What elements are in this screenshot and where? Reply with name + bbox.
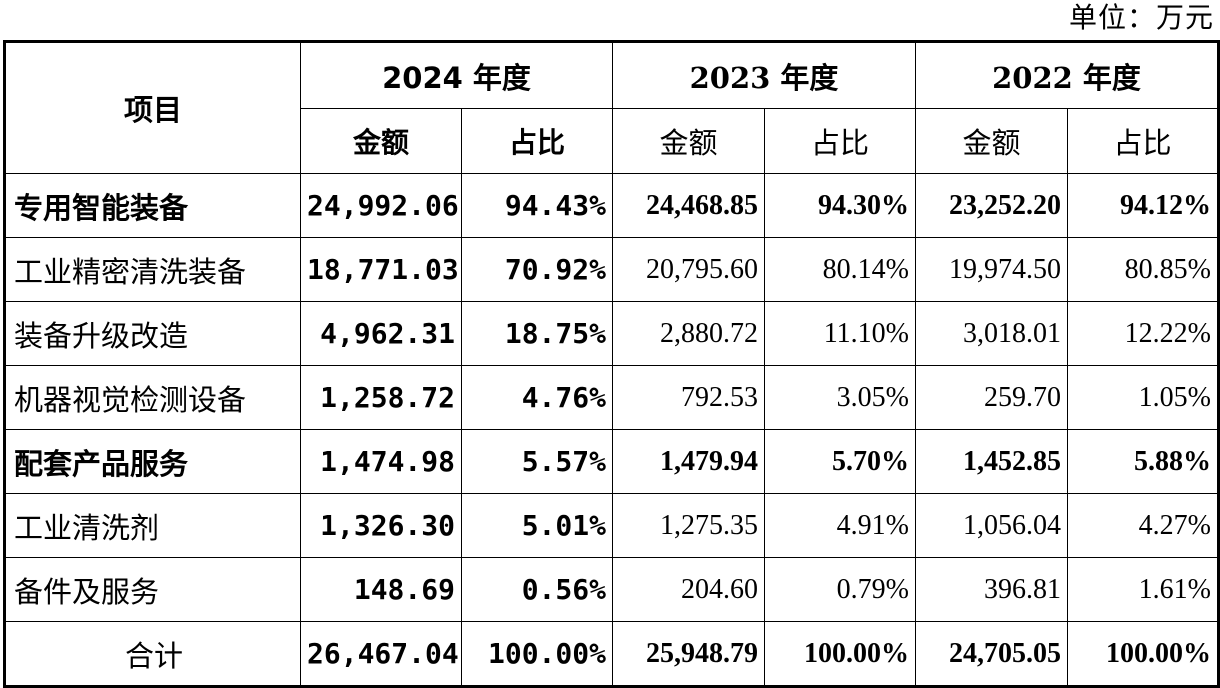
cell-amount-2024: 1,474.98 [300,429,462,494]
table-row: 工业清洗剂 1,326.30 5.01% 1,275.35 4.91% 1,056.04 4… [4,493,1219,558]
cell-ratio-2024: 100.00% [461,621,613,687]
cell-amount-2023: 792.53 [612,365,765,430]
row-label: 装备升级改造 [4,301,301,366]
row-label: 机器视觉检测设备 [4,365,301,430]
row-label: 配套产品服务 [4,429,301,494]
cell-ratio-2023: 0.79% [764,557,916,622]
cell-ratio-2023: 100.00% [764,621,916,687]
header-year-2022: 2022 年度 [915,41,1219,109]
header-ratio-2024: 占比 [461,108,613,174]
unit-label: 单位：万元 [1068,1,1214,34]
cell-ratio-2022: 1.61% [1067,557,1219,622]
table-row: 装备升级改造 4,962.31 18.75% 2,880.72 11.10% 3,018.… [4,301,1219,366]
cell-amount-2023: 2,880.72 [612,301,765,366]
cell-ratio-2023: 94.30% [764,173,916,238]
cell-amount-2022: 1,452.85 [915,429,1068,494]
cell-amount-2023: 1,275.35 [612,493,765,558]
cell-ratio-2022: 1.05% [1067,365,1219,430]
row-label: 备件及服务 [4,557,301,622]
header-amount-2023: 金额 [612,108,765,174]
cell-amount-2023: 20,795.60 [612,237,765,302]
cell-ratio-2024: 70.92% [461,237,613,302]
cell-amount-2022: 19,974.50 [915,237,1068,302]
cell-amount-2024: 1,258.72 [300,365,462,430]
cell-amount-2023: 204.60 [612,557,765,622]
cell-amount-2023: 1,479.94 [612,429,765,494]
header-row-years: 项目 2024 年度 2023 年度 2022 年度 [4,41,1219,174]
cell-ratio-2024: 94.43% [461,173,613,238]
cell-ratio-2023: 5.70% [764,429,916,494]
header-item: 项目 [4,41,301,174]
cell-ratio-2024: 5.01% [461,493,613,558]
cell-amount-2024: 148.69 [300,557,462,622]
cell-ratio-2024: 0.56% [461,557,613,622]
cell-amount-2023: 25,948.79 [612,621,765,687]
cell-ratio-2023: 4.91% [764,493,916,558]
revenue-table: 项目 2024 年度 2023 年度 2022 年度 金额 占比 金额 占比 金… [3,40,1220,688]
cell-ratio-2023: 3.05% [764,365,916,430]
header-year-2024: 2024 年度 [300,41,613,109]
table-row: 配套产品服务 1,474.98 5.57% 1,479.94 5.70% 1,452.85… [4,429,1219,494]
cell-ratio-2023: 11.10% [764,301,916,366]
cell-amount-2022: 396.81 [915,557,1068,622]
row-label: 工业清洗剂 [4,493,301,558]
cell-amount-2022: 259.70 [915,365,1068,430]
cell-ratio-2023: 80.14% [764,237,916,302]
cell-amount-2022: 3,018.01 [915,301,1068,366]
cell-ratio-2024: 4.76% [461,365,613,430]
cell-ratio-2022: 80.85% [1067,237,1219,302]
table-row: 备件及服务 148.69 0.56% 204.60 0.79% 396.81 1.61% [4,557,1219,622]
header-ratio-2023: 占比 [764,108,916,174]
cell-amount-2024: 4,962.31 [300,301,462,366]
cell-ratio-2022: 4.27% [1067,493,1219,558]
cell-ratio-2022: 5.88% [1067,429,1219,494]
cell-amount-2024: 26,467.04 [300,621,462,687]
header-ratio-2022: 占比 [1067,108,1219,174]
cell-ratio-2022: 12.22% [1067,301,1219,366]
table-row: 工业精密清洗装备 18,771.03 70.92% 20,795.60 80.14% 19… [4,237,1219,302]
header-amount-2022: 金额 [915,108,1068,174]
row-label: 工业精密清洗装备 [4,237,301,302]
cell-amount-2024: 1,326.30 [300,493,462,558]
row-label: 专用智能装备 [4,173,301,238]
header-year-2023: 2023 年度 [612,41,916,109]
table-row: 合计 26,467.04 100.00% 25,948.79 100.00% 24,705… [4,621,1219,687]
cell-amount-2022: 24,705.05 [915,621,1068,687]
cell-amount-2024: 24,992.06 [300,173,462,238]
cell-ratio-2024: 5.57% [461,429,613,494]
table-row: 专用智能装备 24,992.06 94.43% 24,468.85 94.30% 23,2… [4,173,1219,238]
cell-amount-2022: 1,056.04 [915,493,1068,558]
cell-amount-2024: 18,771.03 [300,237,462,302]
cell-amount-2022: 23,252.20 [915,173,1068,238]
cell-ratio-2024: 18.75% [461,301,613,366]
table-row: 机器视觉检测设备 1,258.72 4.76% 792.53 3.05% 259.70 1.… [4,365,1219,430]
cell-amount-2023: 24,468.85 [612,173,765,238]
header-amount-2024: 金额 [300,108,462,174]
cell-ratio-2022: 100.00% [1067,621,1219,687]
row-label: 合计 [4,621,301,687]
cell-ratio-2022: 94.12% [1067,173,1219,238]
